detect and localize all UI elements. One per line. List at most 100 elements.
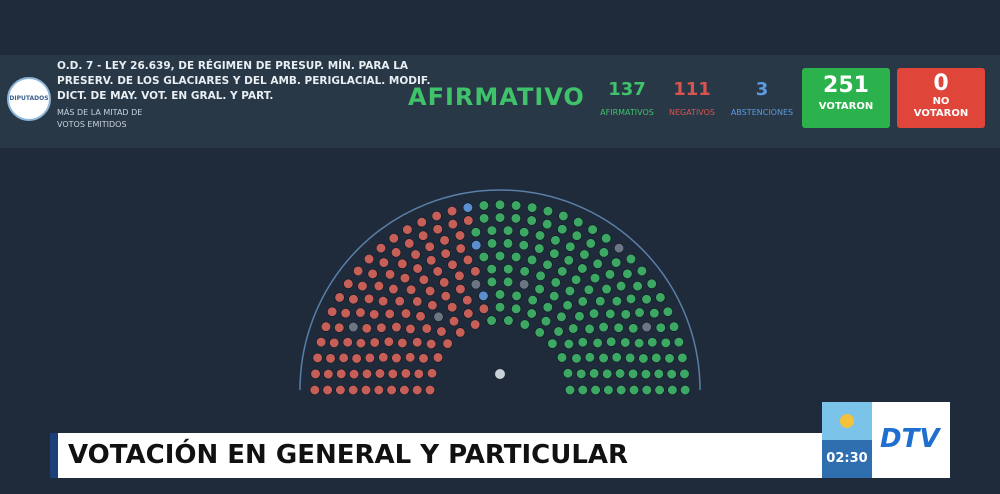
seat [628, 384, 640, 396]
seat [526, 254, 538, 265]
seat [562, 368, 574, 379]
seat [660, 337, 671, 348]
seat [334, 322, 345, 333]
seat [384, 308, 395, 319]
seat [427, 300, 438, 311]
seat [329, 337, 340, 348]
label-abstenciones: ABSTENCIONES [730, 108, 794, 117]
seat [353, 265, 364, 277]
seat [534, 243, 545, 254]
seat [361, 368, 373, 379]
seat [486, 225, 498, 236]
seat [584, 352, 595, 363]
seat [584, 323, 595, 335]
seat [568, 323, 579, 334]
seat [394, 296, 405, 307]
seat [526, 308, 537, 319]
seat [571, 353, 582, 364]
seat [510, 213, 522, 224]
seat [397, 258, 408, 269]
seat [550, 277, 561, 288]
seat [463, 215, 474, 226]
seat [550, 235, 561, 246]
seat [478, 200, 489, 211]
seat [424, 384, 436, 396]
title-line: DICT. DE MAY. VOT. EN GRAL. Y PART. [57, 90, 274, 102]
seat [577, 337, 588, 348]
seat [640, 369, 652, 380]
seat [369, 309, 380, 320]
seat [601, 233, 612, 244]
label-afirmativos: AFIRMATIVOS [600, 108, 654, 117]
seat [364, 352, 375, 364]
seat [338, 352, 349, 363]
seat [511, 303, 522, 314]
seat [540, 316, 552, 327]
seat [494, 212, 506, 223]
seat [348, 369, 360, 380]
seat [601, 283, 612, 295]
seat [367, 268, 378, 279]
seat [603, 384, 614, 396]
seat [598, 321, 609, 333]
no-votaron-box: 0 NO VOTARON [897, 68, 985, 128]
seat [577, 384, 588, 396]
seat [527, 202, 538, 213]
seat [662, 306, 673, 317]
seat [590, 384, 601, 396]
seat [355, 307, 366, 318]
seat [425, 285, 436, 297]
votaron-value: 251 [823, 73, 869, 98]
seat [447, 259, 458, 270]
seat [611, 352, 622, 363]
seat [412, 296, 423, 307]
seat [494, 250, 506, 262]
seat [503, 276, 514, 288]
seat [373, 384, 384, 396]
clock: 02:30 [822, 440, 872, 478]
seat [486, 276, 497, 288]
seat [542, 302, 553, 313]
seat [363, 293, 375, 304]
seat [673, 336, 684, 348]
seat [406, 284, 417, 295]
seat [598, 247, 609, 258]
seat [439, 235, 450, 246]
count-afirmativos: 137 [608, 79, 646, 100]
seat [602, 368, 613, 379]
seat [585, 238, 596, 249]
seat [375, 243, 387, 254]
seat [598, 352, 609, 364]
seat [384, 269, 396, 280]
lower-third-title: VOTACIÓN EN GENERAL Y PARTICULAR [68, 440, 629, 470]
seat [620, 309, 631, 320]
seat [405, 323, 416, 335]
seat [478, 251, 489, 263]
seat [605, 308, 616, 319]
result: AFIRMATIVO [408, 83, 585, 111]
seat [340, 308, 351, 319]
votaron-box: 251 VOTARON [802, 68, 890, 128]
no-votaron-value: 0 [933, 71, 949, 96]
seat [376, 322, 387, 333]
seat [310, 368, 321, 379]
seat [664, 353, 675, 364]
seat [387, 368, 398, 379]
seat [632, 281, 643, 292]
seat [592, 337, 603, 349]
votaron-label: VOTARON [818, 101, 874, 112]
seat [486, 263, 497, 275]
president-seat [495, 369, 505, 379]
seat [439, 277, 450, 288]
count-negativos: 111 [673, 79, 711, 100]
count-abstenciones: 3 [755, 79, 769, 100]
seat [391, 321, 402, 333]
label-negativos: NEGATIVOS [668, 108, 716, 117]
seat [646, 278, 657, 289]
seat [557, 266, 568, 277]
seat [322, 384, 333, 396]
seat [374, 368, 386, 379]
seat [549, 291, 560, 302]
seat [418, 274, 429, 285]
seat [378, 257, 389, 268]
